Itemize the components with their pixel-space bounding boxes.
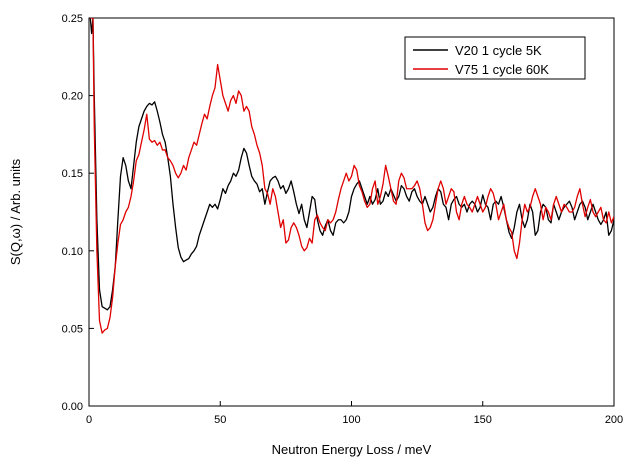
series-group xyxy=(89,18,614,334)
y-tick-label: 0.20 xyxy=(62,91,83,103)
legend-box xyxy=(404,36,586,80)
y-tick-label: 0.25 xyxy=(62,13,83,25)
legend-label-0: V20 1 cycle 5K xyxy=(455,43,542,58)
series-line-1 xyxy=(90,18,614,334)
tick-marks xyxy=(88,17,615,407)
y-tick-label: 0.00 xyxy=(62,401,83,413)
y-tick-label: 0.15 xyxy=(62,168,83,180)
series-line-0 xyxy=(89,18,614,311)
y-tick-label: 0.05 xyxy=(62,323,83,335)
y-tick-labels: 0.00 0.05 0.10 0.15 0.20 0.25 xyxy=(62,13,83,413)
legend: V20 1 cycle 5K V75 1 cycle 60K xyxy=(404,36,586,80)
x-tick-label: 100 xyxy=(342,414,360,426)
y-tick-label: 0.10 xyxy=(62,246,83,258)
legend-label-1: V75 1 cycle 60K xyxy=(455,62,549,77)
x-axis-title: Neutron Energy Loss / meV xyxy=(272,442,432,457)
y-axis-title: S(Q,ω) / Arb. units xyxy=(8,158,23,265)
x-tick-label: 0 xyxy=(86,414,92,426)
x-tick-label: 200 xyxy=(605,414,623,426)
x-tick-label: 150 xyxy=(474,414,492,426)
x-tick-labels: 0 50 100 150 200 xyxy=(86,414,623,426)
x-tick-label: 50 xyxy=(214,414,226,426)
